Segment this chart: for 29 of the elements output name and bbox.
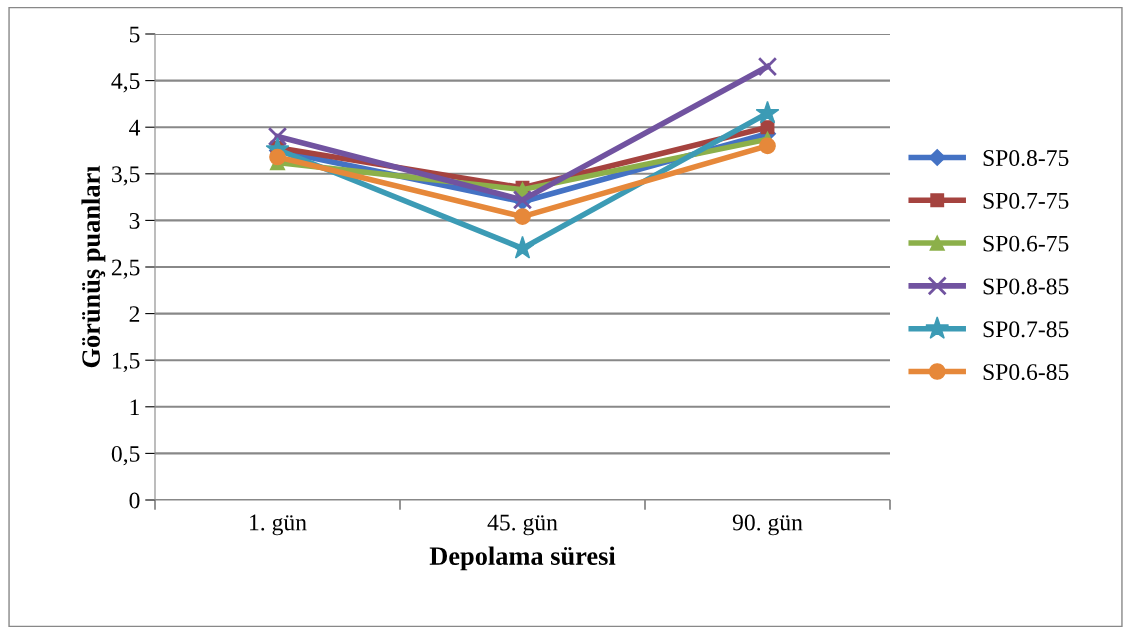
y-tick-label: 3 [129,212,140,229]
point [755,100,780,124]
y-tick-label: 1,5 [112,352,140,373]
legend-label: SP0.8-85 [983,278,1069,295]
y-tick-label: 2 [129,306,140,322]
legend-label: SP0.8-75 [983,150,1069,167]
legend-label: SP0.7-85 [983,321,1069,338]
x-tick-label: 90. gün [732,514,803,536]
y-tick-label: 0,5 [111,445,140,466]
y-tick-label: 4 [129,119,141,136]
point [759,137,776,155]
point [510,235,535,259]
y-tick-label: 0 [129,492,140,509]
x-tick-label: 45. gün [487,514,558,536]
y-tick-label: 2,5 [111,259,140,279]
y-tick-label: 1 [130,399,139,415]
legend-label: SP0.7-75 [983,192,1069,209]
point [269,148,286,166]
x-axis-title: Depolama süresi [429,546,616,571]
x-tick-label: 1. gün [250,514,307,536]
legend-label: SP0.6-85 [983,364,1069,381]
y-tick-label: 5 [129,26,140,43]
y-tick-label: 4,5 [111,73,140,93]
legend-label: SP0.6-75 [983,235,1069,252]
point [514,208,531,226]
y-axis-title: Görünüş puanları [81,165,106,368]
y-tick-label: 3,5 [112,166,140,186]
point [267,126,288,147]
point [757,56,778,77]
